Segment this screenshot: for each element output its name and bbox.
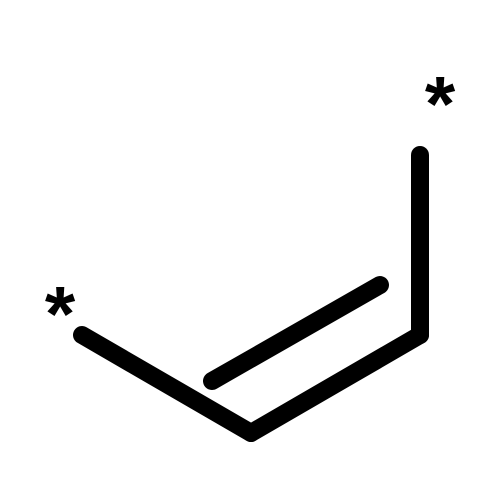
attachment-point-0: *	[45, 270, 76, 358]
bond-0	[82, 335, 251, 433]
bonds-group	[82, 155, 420, 433]
structure-diagram: **	[0, 0, 500, 500]
attachment-point-1: *	[425, 60, 456, 148]
labels-group: **	[45, 60, 456, 358]
